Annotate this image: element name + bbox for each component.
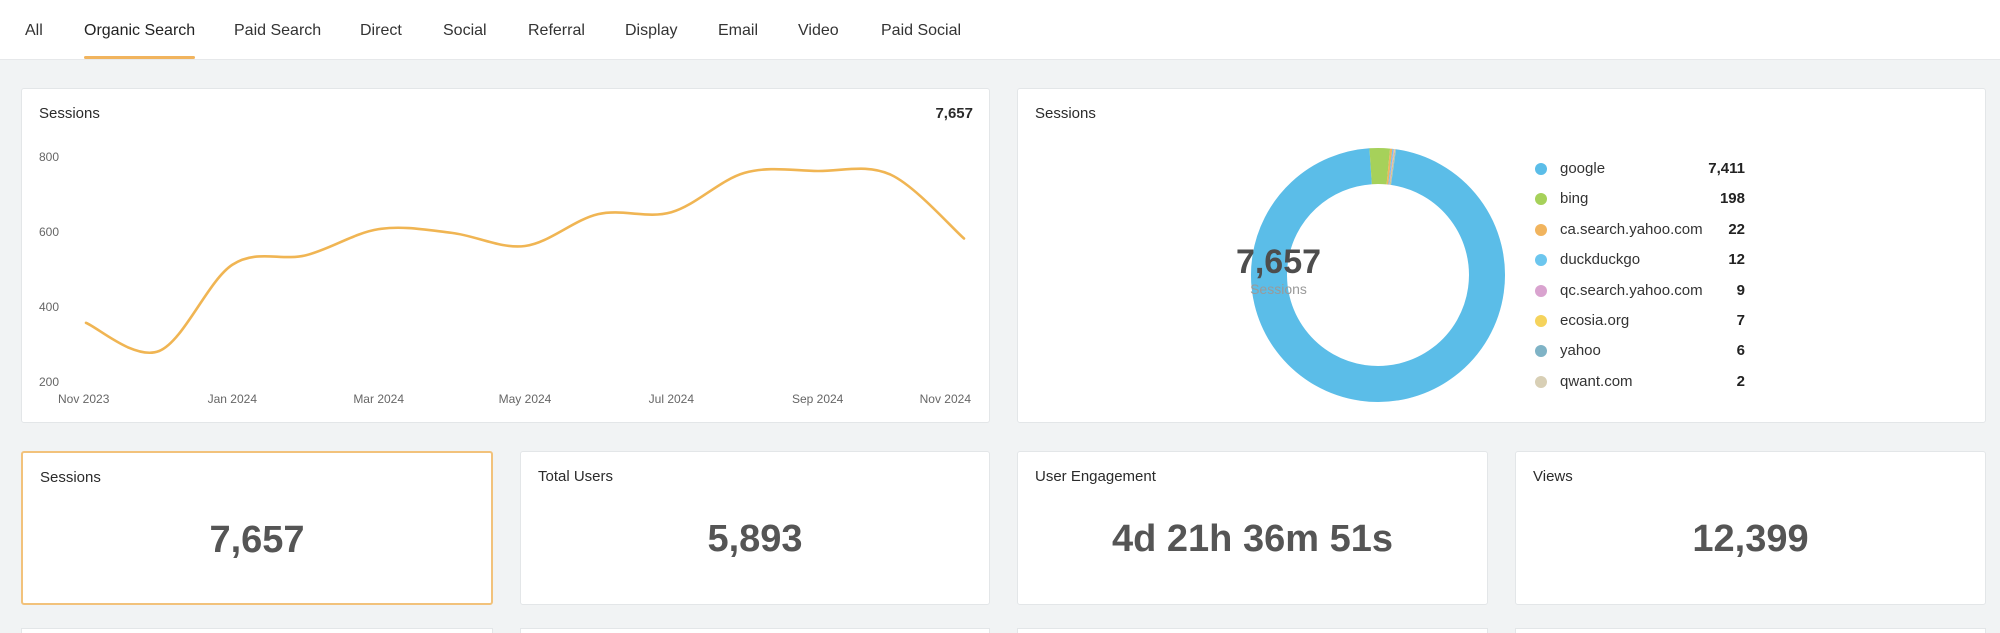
stat-label: Total Users [538,468,614,485]
next-card-edge [520,628,990,633]
legend-item-duckduckgo[interactable]: duckduckgo 12 [1535,249,1745,279]
legend-value: 6 [1736,342,1745,360]
legend-item-qc-search-yahoo-com[interactable]: qc.search.yahoo.com 9 [1535,280,1745,310]
legend-value: 9 [1736,281,1745,299]
legend-swatch [1535,345,1547,358]
stat-card-total-users[interactable]: Total Users 5,893 [520,451,990,605]
legend-value: 22 [1728,220,1745,238]
next-card-edge [1515,628,1986,633]
donut-center-label: Sessions [1250,281,1307,297]
legend-item-ecosia-org[interactable]: ecosia.org 7 [1535,310,1745,340]
donut-center-value: 7,657 [1235,243,1322,281]
tab-social[interactable]: Social [443,22,487,39]
card-total: 7,657 [935,105,973,122]
y-tick-label: 800 [39,150,59,164]
tab-email[interactable]: Email [718,22,759,39]
x-tick-label: Jul 2024 [649,392,695,406]
legend-swatch [1535,375,1547,388]
sessions-donut-card: Sessions [1017,88,1986,423]
y-tick-label: 400 [39,300,59,314]
legend-item-ca-search-yahoo-com[interactable]: ca.search.yahoo.com 22 [1535,219,1745,249]
x-tick-label: Mar 2024 [353,392,404,406]
y-tick-label: 600 [39,225,59,239]
legend-value: 12 [1728,251,1745,269]
legend-value: 7,411 [1708,160,1745,177]
legend-label: qwant.com [1560,372,1633,390]
legend-item-bing[interactable]: bing 198 [1535,188,1745,218]
x-tick-label: Jan 2024 [208,392,258,406]
channel-tab-bar: All Organic Search Paid Search Direct So… [0,0,2000,60]
legend-item-qwant-com[interactable]: qwant.com 2 [1535,371,1745,401]
tab-paid-search[interactable]: Paid Search [234,22,322,39]
stat-label: User Engagement [1035,468,1156,485]
legend-label: duckduckgo [1560,251,1641,269]
sessions-series-line [84,167,966,354]
legend-label: ecosia.org [1560,311,1630,329]
tab-organic-search[interactable]: Organic Search [84,22,196,39]
donut-center: 7,657 Sessions [1211,244,1346,297]
legend-value: 198 [1719,190,1745,208]
active-tab-indicator [84,56,195,59]
next-card-edge [21,628,493,633]
x-tick-label: Sep 2024 [792,392,844,406]
legend-swatch [1535,223,1547,236]
stat-value: 5,893 [707,518,803,560]
legend-swatch [1535,284,1547,297]
legend-swatch [1535,314,1547,327]
legend-item-yahoo[interactable]: yahoo 6 [1535,340,1745,370]
donut-slice-qwant-com[interactable] [1251,148,1505,402]
tab-referral[interactable]: Referral [528,22,585,39]
legend-swatch [1535,163,1547,175]
legend-value: 7 [1736,311,1745,329]
tab-display[interactable]: Display [625,22,678,39]
legend-label: bing [1560,190,1589,208]
legend-swatch [1535,193,1547,206]
card-title: Sessions [1035,105,1096,122]
legend-value: 2 [1736,372,1745,390]
card-title: Sessions [39,105,100,122]
stat-label: Views [1533,468,1573,485]
sessions-line-chart-card: Sessions 7,657 [21,88,990,423]
legend-item-google[interactable]: google 7,411 [1535,158,1745,188]
x-tick-label: Nov 2024 [920,392,972,406]
tab-video[interactable]: Video [798,22,839,39]
tab-paid-social[interactable]: Paid Social [881,22,962,39]
stat-value: 12,399 [1692,518,1809,560]
tab-direct[interactable]: Direct [360,22,402,39]
stat-card-user-engagement[interactable]: User Engagement 4d 21h 36m 51s [1017,451,1488,605]
legend-label: qc.search.yahoo.com [1560,281,1703,299]
legend-label: yahoo [1560,342,1601,360]
stat-value: 4d 21h 36m 51s [1112,518,1393,560]
x-tick-label: May 2024 [499,392,552,406]
legend-label: google [1560,160,1606,177]
stat-label: Sessions [40,469,101,486]
donut-legend: google 7,411 bing 198 ca.search.yahoo.com 22 d… [1535,158,1745,401]
next-card-edge [1017,628,1488,633]
stat-card-views[interactable]: Views 12,399 [1515,451,1986,605]
tab-all[interactable]: All [25,22,43,39]
legend-swatch [1535,254,1547,267]
stat-card-sessions[interactable]: Sessions 7,657 [21,451,493,605]
legend-label: ca.search.yahoo.com [1560,220,1703,238]
stat-value: 7,657 [209,519,305,561]
x-tick-label: Nov 2023 [58,392,110,406]
y-tick-label: 200 [39,375,59,389]
